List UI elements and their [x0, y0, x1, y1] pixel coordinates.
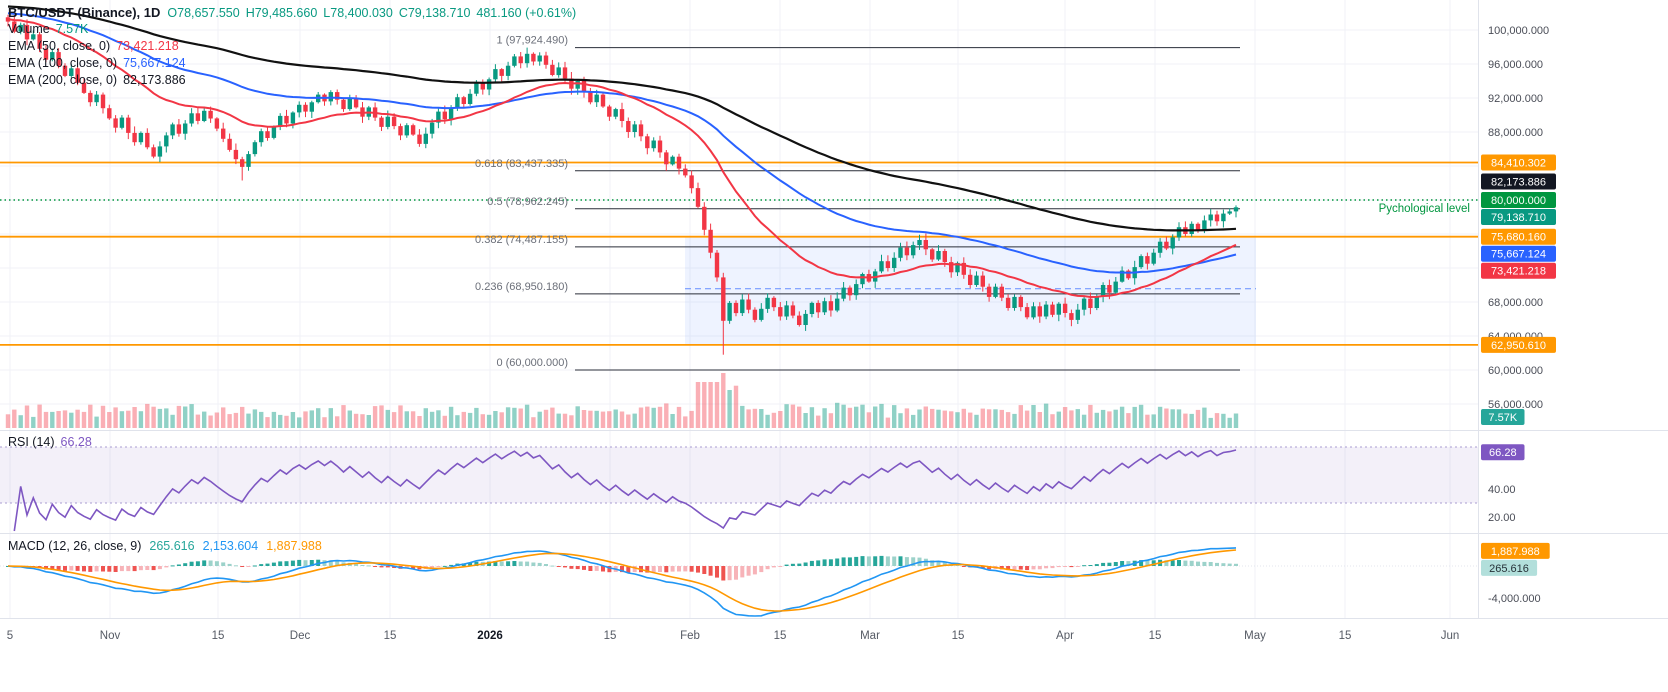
- ema200-value: 82,173.886: [123, 73, 186, 87]
- ema-100-line: [7, 12, 1237, 274]
- volume-legend-row[interactable]: Volume 7.57K: [8, 21, 582, 38]
- svg-text:Nov: Nov: [100, 630, 121, 642]
- svg-text:1 (97,924.490): 1 (97,924.490): [496, 35, 568, 47]
- svg-text:Apr: Apr: [1056, 630, 1074, 642]
- svg-text:5: 5: [7, 630, 13, 642]
- ema50-value: 73,421.218: [116, 39, 179, 53]
- volume-label: Volume: [8, 22, 50, 36]
- svg-text:0.382 (74,487.155): 0.382 (74,487.155): [475, 234, 568, 246]
- svg-text:20.00: 20.00: [1488, 512, 1516, 524]
- svg-text:88,000.000: 88,000.000: [1488, 127, 1543, 139]
- svg-text:15: 15: [212, 630, 225, 642]
- svg-text:92,000.000: 92,000.000: [1488, 93, 1543, 105]
- ohlc-close: C79,138.710: [398, 6, 471, 20]
- psychological-level-label: Pychological level: [1379, 203, 1470, 215]
- svg-text:15: 15: [952, 630, 965, 642]
- svg-text:96,000.000: 96,000.000: [1488, 59, 1543, 71]
- svg-text:0 (60,000.000): 0 (60,000.000): [496, 357, 568, 369]
- svg-text:2026: 2026: [477, 630, 503, 642]
- price-change: 481.160 (+0.61%): [476, 6, 577, 20]
- svg-text:84,410.302: 84,410.302: [1491, 158, 1546, 170]
- fib-retracement[interactable]: 1 (97,924.490) 0.618 (83,437.335) 0.5 (78,…: [475, 35, 1240, 371]
- svg-text:Jun: Jun: [1441, 630, 1460, 642]
- svg-text:75,680.160: 75,680.160: [1491, 232, 1546, 244]
- selection-range-box[interactable]: [685, 236, 1256, 345]
- svg-text:82,173.886: 82,173.886: [1491, 177, 1546, 189]
- svg-text:265.616: 265.616: [1489, 563, 1529, 575]
- svg-text:15: 15: [1339, 630, 1352, 642]
- svg-text:73,421.218: 73,421.218: [1491, 266, 1546, 278]
- macd-label: MACD (12, 26, close, 9): [8, 539, 142, 553]
- svg-text:15: 15: [384, 630, 397, 642]
- ema200-legend-row[interactable]: EMA (200, close, 0) 82,173.886: [8, 72, 582, 89]
- rsi-line: [13, 449, 1237, 532]
- rsi-label: RSI (14): [8, 435, 55, 449]
- svg-text:40.00: 40.00: [1488, 484, 1516, 496]
- svg-text:75,667.124: 75,667.124: [1491, 249, 1546, 261]
- rsi-band: [0, 446, 1478, 504]
- time-scale[interactable]: 5 Nov 15 Dec 15 2026 15 Feb 15 Mar 15 Apr 15 May 15 Jun: [7, 630, 1459, 642]
- symbol-legend-row[interactable]: BTC/USDT (Binance), 1D O78,657.550 H79,485…: [8, 4, 582, 21]
- ema-200-line: [7, 5, 1237, 232]
- ema200-label: EMA (200, close, 0): [8, 73, 118, 87]
- svg-text:0.5 (78,962.245): 0.5 (78,962.245): [487, 196, 568, 208]
- volume-value: 7.57K: [55, 22, 89, 36]
- svg-text:80,000.000: 80,000.000: [1491, 195, 1546, 207]
- svg-text:7.57K: 7.57K: [1488, 412, 1517, 424]
- svg-text:68,000.000: 68,000.000: [1488, 297, 1543, 309]
- svg-text:100,000.000: 100,000.000: [1488, 25, 1549, 37]
- svg-text:0.236 (68,950.180): 0.236 (68,950.180): [475, 281, 568, 293]
- svg-text:0.618 (83,437.335): 0.618 (83,437.335): [475, 158, 568, 170]
- ema100-legend-row[interactable]: EMA (100, close, 0) 75,667.124: [8, 55, 582, 72]
- ema-50-line: [7, 18, 1237, 299]
- svg-text:60,000.000: 60,000.000: [1488, 365, 1543, 377]
- macd-hist-value: 265.616: [149, 539, 195, 553]
- svg-text:66.28: 66.28: [1489, 447, 1517, 459]
- symbol-legend: BTC/USDT (Binance), 1D O78,657.550 H79,485…: [8, 4, 582, 89]
- svg-text:-4,000.000: -4,000.000: [1488, 593, 1541, 605]
- psychological-level-line[interactable]: Pychological level: [0, 199, 1478, 215]
- svg-text:Feb: Feb: [680, 630, 700, 642]
- svg-text:15: 15: [604, 630, 617, 642]
- svg-text:62,950.610: 62,950.610: [1491, 340, 1546, 352]
- symbol-title[interactable]: BTC/USDT (Binance), 1D: [8, 5, 161, 20]
- ohlc-open: O78,657.550: [167, 6, 240, 20]
- price-scale[interactable]: 100,000.000 96,000.000 92,000.000 88,000.00…: [1481, 25, 1556, 605]
- svg-text:Mar: Mar: [860, 630, 880, 642]
- rsi-legend[interactable]: RSI (14) 66.28: [8, 434, 92, 451]
- macd-legend[interactable]: MACD (12, 26, close, 9) 265.616 2,153.604 1…: [8, 538, 322, 555]
- macd-signal-line: [7, 549, 1237, 612]
- ema50-label: EMA (50, close, 0): [8, 39, 111, 53]
- svg-text:1,887.988: 1,887.988: [1491, 546, 1540, 558]
- ohlc-high: H79,485.660: [245, 6, 318, 20]
- svg-text:79,138.710: 79,138.710: [1491, 212, 1546, 224]
- svg-text:May: May: [1244, 630, 1266, 642]
- macd-signal-value: 1,887.988: [266, 539, 322, 553]
- rsi-value: 66.28: [60, 435, 92, 449]
- svg-text:Dec: Dec: [290, 630, 311, 642]
- ohlc-low: L78,400.030: [323, 6, 393, 20]
- svg-text:56,000.000: 56,000.000: [1488, 399, 1543, 411]
- svg-text:15: 15: [774, 630, 787, 642]
- macd-line-value: 2,153.604: [202, 539, 259, 553]
- ema100-value: 75,667.124: [123, 56, 186, 70]
- volume-series: [5, 373, 1239, 428]
- ema50-legend-row[interactable]: EMA (50, close, 0) 73,421.218: [8, 38, 582, 55]
- ema100-label: EMA (100, close, 0): [8, 56, 118, 70]
- pane-separators[interactable]: [0, 0, 1668, 619]
- macd-line: [7, 547, 1237, 617]
- svg-text:15: 15: [1149, 630, 1162, 642]
